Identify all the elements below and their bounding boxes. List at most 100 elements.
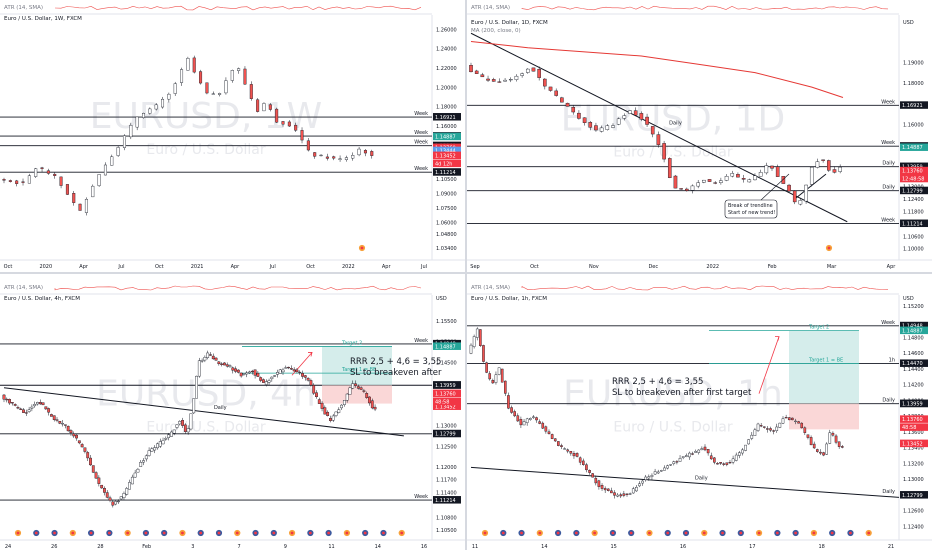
candle[interactable]: [647, 476, 651, 479]
chart-header[interactable]: Euro / U.S. Dollar, 4h, FXCM: [4, 296, 80, 302]
candle[interactable]: [103, 164, 107, 176]
candle[interactable]: [684, 455, 688, 457]
candle[interactable]: [469, 64, 473, 73]
chart-header[interactable]: Euro / U.S. Dollar, 1D, FXCM: [471, 20, 548, 26]
candle[interactable]: [65, 184, 69, 195]
candle[interactable]: [91, 185, 95, 198]
candle[interactable]: [239, 372, 243, 377]
candle[interactable]: [284, 367, 288, 369]
candle[interactable]: [313, 152, 317, 157]
candle[interactable]: [747, 179, 752, 183]
candle[interactable]: [114, 501, 118, 505]
candle[interactable]: [351, 383, 355, 389]
candle[interactable]: [273, 375, 277, 377]
candle[interactable]: [694, 451, 697, 453]
candle[interactable]: [44, 406, 48, 410]
candle[interactable]: [63, 424, 67, 426]
candle[interactable]: [309, 380, 313, 386]
candle[interactable]: [119, 496, 123, 500]
candle[interactable]: [55, 419, 59, 421]
candle[interactable]: [798, 200, 803, 205]
candle[interactable]: [186, 428, 190, 433]
candle[interactable]: [334, 411, 338, 416]
candle[interactable]: [741, 449, 744, 454]
price-tag[interactable]: [433, 151, 461, 160]
candle[interactable]: [2, 394, 6, 400]
candle[interactable]: [736, 174, 740, 178]
candle[interactable]: [544, 426, 548, 432]
candle[interactable]: [351, 155, 355, 159]
candle[interactable]: [8, 398, 11, 404]
candle[interactable]: [781, 176, 786, 184]
candle[interactable]: [825, 443, 828, 455]
candle[interactable]: [666, 465, 669, 469]
candle[interactable]: [804, 184, 808, 202]
candle[interactable]: [703, 446, 707, 451]
candle[interactable]: [164, 438, 168, 440]
candle[interactable]: [110, 156, 114, 166]
candle[interactable]: [653, 471, 657, 475]
candle[interactable]: [306, 377, 310, 381]
candle[interactable]: [253, 369, 257, 376]
candle[interactable]: [474, 70, 479, 74]
candle[interactable]: [673, 175, 678, 189]
candle[interactable]: [325, 156, 329, 159]
candle[interactable]: [486, 78, 490, 81]
candle[interactable]: [619, 494, 623, 497]
candle[interactable]: [469, 344, 473, 354]
candle[interactable]: [775, 426, 779, 432]
1h-chart[interactable]: ATR (14, SMA) EURUSD, 1h Euro / U.S. Dolla…: [467, 280, 932, 550]
candle[interactable]: [133, 472, 137, 478]
ma-200-line[interactable]: [470, 41, 844, 98]
price-tag[interactable]: [900, 423, 928, 431]
candle[interactable]: [741, 178, 746, 180]
candle[interactable]: [702, 179, 706, 183]
candle[interactable]: [738, 452, 741, 456]
candle[interactable]: [175, 424, 179, 428]
candle[interactable]: [554, 90, 558, 96]
price-tag[interactable]: [900, 415, 928, 423]
candle[interactable]: [606, 488, 610, 491]
candle[interactable]: [594, 125, 598, 131]
candle[interactable]: [537, 69, 541, 78]
price-tag[interactable]: [900, 186, 928, 195]
candle[interactable]: [650, 474, 654, 477]
chart-header[interactable]: Euro / U.S. Dollar, 1h, FXCM: [471, 296, 547, 302]
price-tag[interactable]: [900, 321, 928, 330]
candle[interactable]: [685, 188, 689, 191]
candle[interactable]: [189, 413, 193, 430]
candle[interactable]: [66, 425, 70, 432]
candle[interactable]: [47, 408, 51, 413]
candle[interactable]: [834, 435, 838, 443]
candle[interactable]: [197, 360, 201, 377]
atr-indicator-label[interactable]: ATR (14, SMA): [4, 5, 43, 11]
candle[interactable]: [183, 424, 187, 432]
candle[interactable]: [200, 360, 204, 362]
candle[interactable]: [147, 450, 151, 456]
candle[interactable]: [831, 432, 835, 436]
candle[interactable]: [278, 369, 282, 374]
price-tag[interactable]: [433, 381, 461, 389]
candle[interactable]: [192, 398, 196, 414]
candle[interactable]: [19, 408, 23, 410]
candle[interactable]: [365, 393, 369, 398]
candle[interactable]: [548, 86, 553, 91]
candle[interactable]: [622, 493, 626, 496]
candle[interactable]: [491, 79, 496, 82]
candle[interactable]: [707, 179, 712, 182]
candle[interactable]: [635, 486, 638, 492]
candle[interactable]: [633, 110, 638, 116]
rrr-text[interactable]: SL to breakeven after: [350, 368, 442, 378]
candle[interactable]: [292, 369, 296, 372]
candle[interactable]: [180, 69, 184, 83]
candle[interactable]: [122, 135, 126, 148]
candle[interactable]: [497, 367, 501, 375]
candle[interactable]: [787, 184, 791, 192]
candle[interactable]: [690, 185, 695, 191]
candle[interactable]: [563, 448, 566, 450]
price-tag[interactable]: [900, 174, 928, 183]
candle[interactable]: [806, 434, 810, 438]
candle[interactable]: [560, 445, 563, 447]
candle[interactable]: [809, 437, 813, 446]
